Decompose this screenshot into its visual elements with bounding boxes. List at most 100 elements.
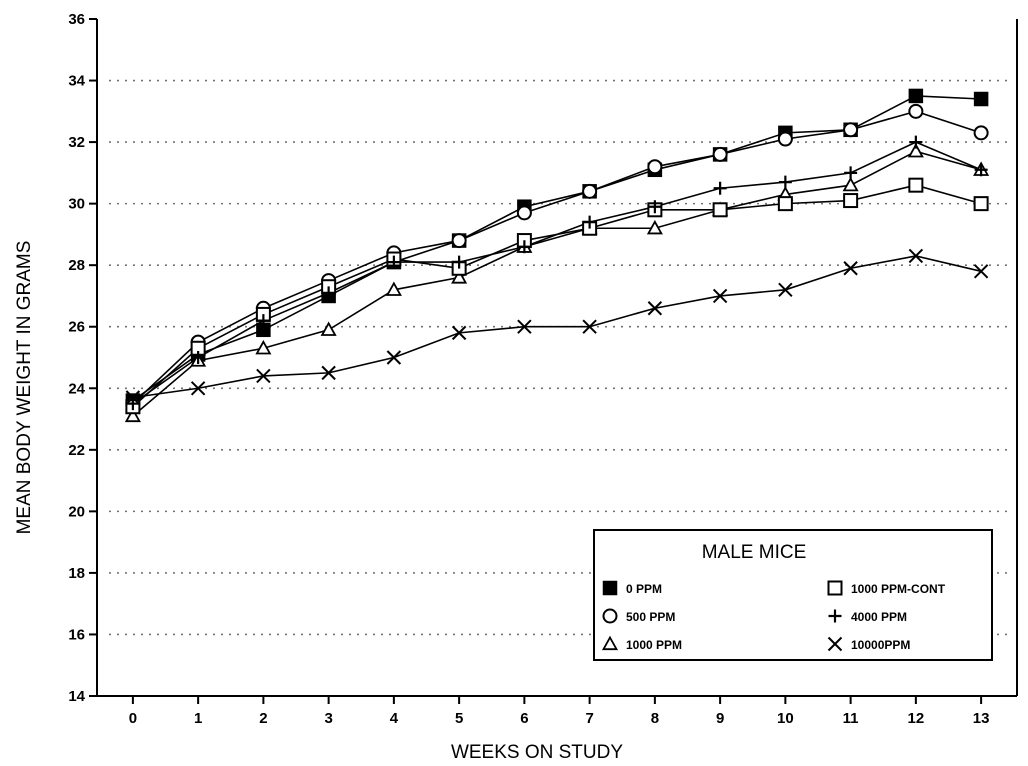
data-point-10000ppm [321,365,336,381]
legend-marker-1000-ppm [601,635,619,651]
y-tick-label: 22 [68,442,85,459]
y-tick-label: 36 [68,11,85,28]
data-point-10000ppm [125,390,141,405]
series-line-4000-ppm [132,141,982,405]
x-tick-label: 7 [585,710,593,727]
data-point-1000-ppm [907,142,924,158]
data-point-4000-ppm [648,200,662,214]
data-point-1000-ppm-cont [908,177,924,193]
x-tick-label: 8 [651,710,659,727]
data-point-10000ppm [908,248,924,264]
legend-label-500-ppm: 500 PPM [626,610,675,624]
data-point-500-ppm [516,205,532,221]
data-point-4000-ppm [844,166,858,180]
data-point-1000-ppm [385,281,402,296]
data-point-0-ppm [908,88,924,104]
legend-marker-10000ppm [827,636,843,652]
data-point-1000-ppm [842,176,859,192]
legend-label-0-ppm: 0 PPM [626,582,662,596]
data-point-4000-ppm [909,135,923,149]
x-tick-label: 4 [390,710,399,727]
data-point-10000ppm [712,288,728,304]
x-tick-label: 10 [777,710,794,727]
x-tick-label: 9 [716,710,724,727]
x-tick-label: 1 [194,710,202,727]
x-tick-label: 13 [973,710,990,727]
legend-title: MALE MICE [702,542,807,563]
data-point-1000-ppm [451,269,468,284]
data-point-500-ppm [451,233,467,249]
y-tick-label: 30 [68,196,85,213]
data-series [124,88,990,423]
legend-label-1000-ppm: 1000 PPM [626,638,682,652]
data-point-1000-ppm [255,339,272,355]
data-point-1000-ppm-cont [973,196,989,212]
legend-label-10000ppm: 10000PPM [851,638,910,652]
data-point-10000ppm [778,282,793,298]
x-tick-label: 5 [455,710,463,727]
y-tick-label: 16 [68,626,85,643]
data-point-10000ppm [973,264,989,279]
legend-marker-500-ppm [602,608,618,624]
x-axis-title: WEEKS ON STUDY [451,742,623,763]
data-point-0-ppm [973,91,989,107]
x-tick-label: 2 [259,710,267,727]
legend-box [593,529,993,661]
data-point-10000ppm [843,261,858,276]
data-point-500-ppm [843,122,859,138]
data-point-10000ppm [190,381,206,396]
y-tick-label: 18 [68,565,85,582]
legend-marker-4000-ppm [828,609,842,623]
data-point-4000-ppm [452,255,466,269]
data-point-4000-ppm [974,163,988,177]
legend-items: 0 PPM 1000 PPM-CONT 500 PPM 4000 PPM 1000 PP… [601,580,946,652]
series-line-0-ppm [132,95,982,402]
x-tick-label: 3 [324,710,332,727]
data-point-4000-ppm [256,314,270,328]
data-point-1000-ppm [320,321,337,336]
data-point-500-ppm [582,183,598,199]
y-tick-label: 34 [68,73,85,90]
data-point-1000-ppm-cont [777,196,793,212]
y-tick-label: 28 [68,257,85,274]
data-point-10000ppm [647,301,663,316]
data-point-500-ppm [973,125,989,141]
legend: MALE MICE 0 PPM 1000 PPM-CONT 500 PPM 4000 … [593,529,993,661]
x-tick-label: 6 [520,710,528,727]
data-point-1000-ppm-cont [843,193,859,209]
y-axis-title: MEAN BODY WEIGHT IN GRAMS [14,241,35,535]
y-tick-label: 26 [68,319,85,336]
x-tick-label: 12 [908,710,925,727]
data-point-4000-ppm [126,397,140,411]
data-point-1000-ppm-cont [712,202,728,218]
y-tick-label: 20 [68,503,85,520]
data-point-500-ppm [712,146,728,162]
legend-marker-1000-ppm-cont [827,580,843,596]
y-tick-label: 14 [68,688,85,705]
legend-label-4000-ppm: 4000 PPM [851,610,907,624]
data-point-4000-ppm [713,181,727,195]
x-tick-label: 11 [843,710,859,727]
data-point-10000ppm [517,319,532,334]
legend-marker-0-ppm [602,580,618,596]
y-tick-label: 32 [68,134,85,151]
x-tick-label: 0 [129,710,137,727]
data-point-4000-ppm [387,255,401,269]
data-point-10000ppm [451,325,467,341]
series-line-1000-ppm [132,150,982,417]
legend-label-1000-ppm-cont: 1000 PPM-CONT [851,582,946,596]
data-point-10000ppm [256,368,271,384]
series-line-10000ppm [132,255,982,399]
data-point-4000-ppm [191,351,205,364]
y-tick-label: 24 [68,380,85,397]
data-point-4000-ppm [322,286,336,300]
data-point-1000-ppm [646,219,663,235]
data-point-4000-ppm [583,215,597,229]
data-point-1000-ppm [124,407,141,423]
data-point-4000-ppm [778,175,792,189]
data-point-500-ppm [777,131,793,147]
data-point-500-ppm [647,159,663,175]
data-point-10000ppm [582,319,597,334]
